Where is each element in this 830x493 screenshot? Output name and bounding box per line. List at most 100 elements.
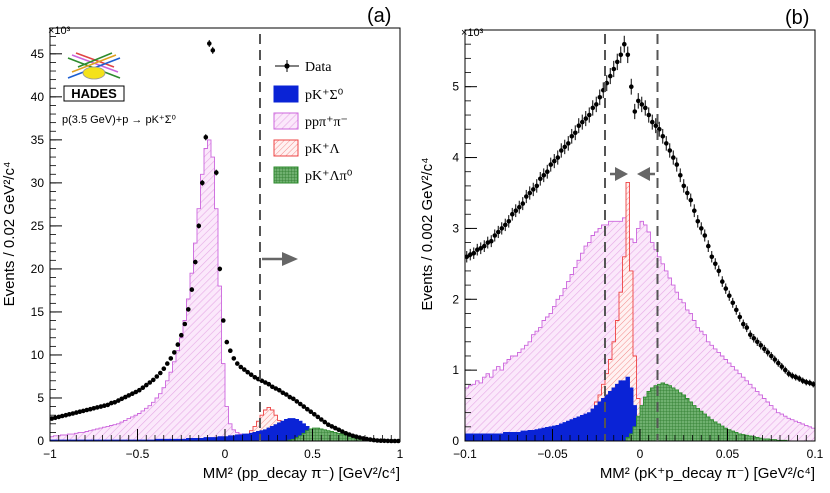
data-point [517,200,522,214]
data-point [695,215,701,228]
data-point [618,46,624,64]
data-point [520,197,526,211]
data-point [744,323,750,333]
legend-label-pksigma: pK⁺Σ⁰ [305,88,344,103]
x-tick-label: −0.05 [537,447,568,461]
data-point [326,422,331,428]
data-point [343,431,349,436]
data-point [179,332,184,338]
data-point [301,404,307,409]
data-point [527,186,533,200]
data-point [154,374,160,379]
data-point [660,128,666,144]
data-point [67,412,72,417]
panel-a-cut-arrow [262,252,298,266]
data-point [552,154,557,169]
data-point [207,39,212,47]
data-point [291,396,296,402]
data-point [319,417,324,422]
y-tick-label: 2 [452,292,459,306]
data-point [783,366,788,374]
data-point [811,381,816,388]
data-point [217,266,223,272]
x-tick-label: −0.1 [453,447,477,461]
data-point [629,78,634,95]
y-tick-label: 25 [31,219,45,233]
legend-item-pklambdapi: pK⁺Λπ⁰ [273,166,353,184]
data-point [214,169,219,176]
data-point [475,243,480,256]
data-point [175,342,181,347]
y-tick-label: 40 [31,90,45,104]
data-point [639,96,645,113]
data-point [489,235,494,248]
data-point [95,405,100,410]
data-point [277,387,282,393]
data-point [102,403,107,409]
data-point [482,240,487,253]
panel-b-cut-arrows [610,167,655,181]
data-point [702,229,708,242]
data-point [158,370,163,376]
legend-label-pklambda: pK⁺Λ [305,142,341,157]
data-point [112,400,118,405]
y-tick-label: 1 [452,363,459,377]
y-tick-label: 45 [31,47,45,61]
histogram-pppipi [464,217,816,442]
data-point [653,118,659,134]
data-point [168,356,174,361]
data-point [130,391,135,397]
data-point [758,341,764,350]
data-point [294,399,300,404]
data-point [161,366,167,372]
data-point [632,103,638,120]
data-point [77,409,83,415]
data-point [98,404,104,409]
data-point [105,402,111,408]
legend: Data pK⁺Σ⁰ ppπ⁺π⁻ pK⁺Λ pK⁺Λπ⁰ [273,60,353,184]
data-point [478,242,484,255]
data-point [786,370,792,378]
data-point [70,411,76,416]
panel-a-xlabel: MM² (pp_decay π⁻) [GeV²/c⁴] [203,465,400,482]
data-point [468,248,473,261]
data-point [499,222,505,235]
data-point [793,373,799,381]
data-point [49,416,55,421]
data-point [513,204,519,218]
data-point [74,410,79,415]
data-point [667,143,673,158]
data-point [329,424,335,429]
data-point [88,406,93,412]
data-point [751,333,757,343]
x-tick-label: −1 [43,447,57,461]
data-point [538,171,543,186]
data-point [126,393,132,398]
data-point [734,305,739,315]
histogram-pppipi [49,139,400,442]
hades-logo: HADES [63,52,125,102]
data-point [685,186,690,200]
data-point [748,330,753,340]
y-tick-label: 3 [452,221,459,235]
data-point [625,46,631,64]
data-point [576,118,582,134]
data-point [534,179,540,193]
data-point [541,168,547,183]
data-point [730,297,736,308]
legend-item-pppipi: ppπ⁺π⁻ [273,112,348,130]
data-point [772,355,778,364]
data-point [203,134,209,141]
data-point [737,312,743,322]
panel-b-axes: −0.1 −0.05 0 0.05 0.1 0 1 2 3 4 5 [452,43,824,461]
data-point [116,398,121,403]
data-point [364,436,370,442]
data-point [699,222,704,235]
data-point [510,207,515,221]
x-tick-label: 0.05 [716,447,740,461]
data-point [769,352,774,360]
panel-a-histograms [49,139,400,442]
data-point [298,401,303,407]
